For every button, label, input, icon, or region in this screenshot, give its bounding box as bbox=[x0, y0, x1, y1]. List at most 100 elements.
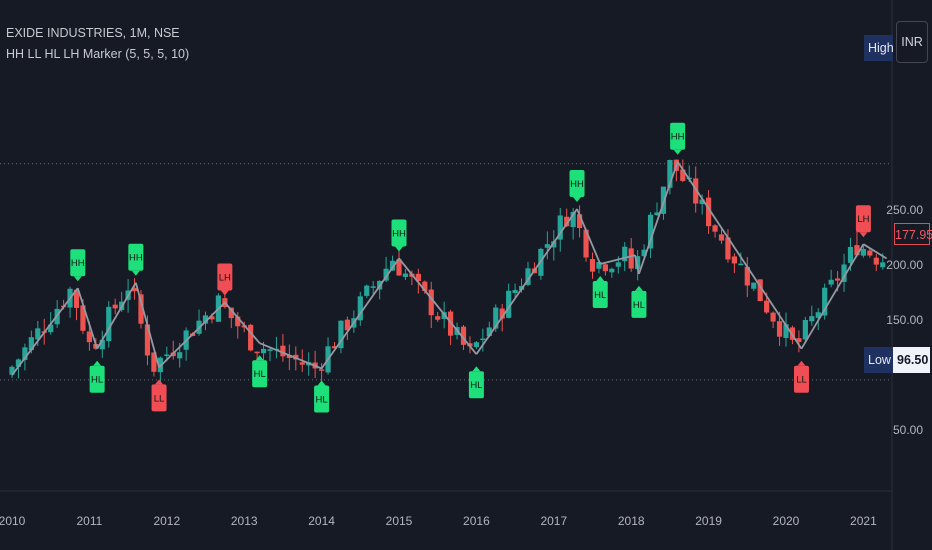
pivot-marker-hl: HL bbox=[252, 355, 268, 388]
candle-body bbox=[499, 308, 505, 319]
marker-box bbox=[793, 365, 809, 393]
marker-box bbox=[217, 263, 233, 291]
marker-pointer bbox=[797, 360, 806, 366]
marker-label: HH bbox=[671, 132, 685, 143]
candle-body bbox=[654, 212, 660, 216]
candle-body bbox=[209, 316, 215, 320]
zigzag-segment bbox=[134, 282, 160, 368]
candle-body bbox=[809, 316, 815, 322]
candle-body bbox=[364, 285, 370, 296]
x-tick-label: 2011 bbox=[76, 514, 102, 528]
zigzag-segment bbox=[800, 243, 865, 350]
marker-pointer bbox=[573, 197, 582, 202]
zigzag-segment bbox=[576, 208, 602, 265]
marker-pointer bbox=[220, 290, 229, 296]
marker-box bbox=[592, 281, 608, 308]
candle-body bbox=[267, 349, 273, 351]
candle-body bbox=[570, 211, 576, 228]
candle-body bbox=[751, 282, 757, 289]
candle-body bbox=[860, 248, 866, 256]
zigzag-segment bbox=[638, 161, 679, 275]
pivot-marker-hl: HL bbox=[592, 276, 608, 308]
candle-body bbox=[622, 246, 628, 262]
pivot-marker-hh: HH bbox=[391, 219, 407, 252]
candle-body bbox=[383, 268, 389, 281]
pivot-marker-hl: HL bbox=[631, 285, 647, 318]
marker-label: HH bbox=[71, 258, 85, 269]
marker-label: LL bbox=[796, 375, 807, 386]
zigzag-segment bbox=[862, 243, 888, 260]
pivot-marker-hh: HH bbox=[670, 122, 686, 155]
candle-body bbox=[144, 324, 151, 356]
candle-body bbox=[319, 369, 325, 371]
pivot-markers: HH HL HH LL LH HL HL HH HL HH HL HL HH LL LH bbox=[70, 122, 871, 413]
candle-body bbox=[841, 264, 847, 282]
candle-body bbox=[415, 273, 421, 282]
candle-body bbox=[828, 279, 834, 285]
zigzag-segment bbox=[600, 254, 636, 265]
marker-box bbox=[631, 290, 647, 318]
candle-body bbox=[822, 287, 828, 316]
candle-body bbox=[286, 354, 292, 359]
marker-box bbox=[855, 205, 871, 233]
marker-pointer bbox=[317, 380, 326, 386]
symbol-title[interactable]: EXIDE INDUSTRIES, 1M, NSE bbox=[6, 26, 180, 40]
candle-body bbox=[486, 327, 492, 337]
candle-body bbox=[602, 264, 608, 272]
candle-body bbox=[9, 366, 15, 375]
candle-body bbox=[796, 338, 802, 343]
y-tick-label: 50.00 bbox=[893, 423, 923, 437]
candle-body bbox=[667, 159, 673, 188]
x-tick-label: 2010 bbox=[0, 514, 26, 528]
y-tick-label: 150.00 bbox=[886, 313, 923, 327]
marker-box bbox=[128, 243, 144, 271]
pivot-marker-hl: HL bbox=[89, 360, 105, 393]
candle-body bbox=[628, 248, 634, 269]
candle-body bbox=[344, 319, 350, 331]
candle-body bbox=[867, 250, 873, 256]
candle-body bbox=[473, 342, 479, 348]
candle-body bbox=[815, 312, 821, 318]
candle-body bbox=[835, 278, 841, 281]
candle-body bbox=[35, 328, 41, 340]
candle-body bbox=[776, 321, 783, 337]
candle-body bbox=[389, 260, 396, 271]
marker-box bbox=[252, 360, 268, 388]
candle-body bbox=[680, 169, 686, 181]
marker-label: LH bbox=[219, 273, 231, 284]
candle-body bbox=[589, 259, 596, 272]
marker-box bbox=[569, 170, 585, 197]
indicator-title[interactable]: HH LL HL LH Marker (5, 5, 5, 10) bbox=[6, 47, 190, 61]
candle-body bbox=[138, 294, 144, 324]
marker-label: LH bbox=[857, 214, 869, 225]
x-tick-label: 2014 bbox=[308, 514, 335, 528]
candle-body bbox=[422, 281, 428, 292]
marker-pointer bbox=[131, 270, 140, 276]
candle-body bbox=[802, 319, 808, 340]
x-tick-label: 2019 bbox=[695, 514, 722, 528]
currency-selector[interactable]: INR bbox=[896, 21, 928, 63]
x-tick-label: 2018 bbox=[618, 514, 645, 528]
x-tick-label: 2020 bbox=[773, 514, 800, 528]
x-tick-label: 2012 bbox=[153, 514, 180, 528]
pivot-marker-hh: HH bbox=[128, 243, 144, 276]
marker-pointer bbox=[155, 379, 164, 385]
zigzag-lines bbox=[11, 161, 888, 376]
marker-label: HH bbox=[392, 229, 406, 240]
marker-pointer bbox=[673, 149, 682, 155]
marker-pointer bbox=[93, 360, 102, 366]
candle-body bbox=[48, 324, 54, 333]
candle-body bbox=[506, 290, 512, 318]
marker-label: HH bbox=[129, 253, 143, 264]
high-tag: High bbox=[864, 35, 894, 61]
pivot-marker-ll: LL bbox=[793, 360, 809, 393]
candle-body bbox=[370, 286, 376, 288]
zigzag-segment bbox=[320, 257, 400, 370]
candle-body bbox=[396, 259, 402, 276]
candle-body bbox=[744, 266, 750, 286]
marker-label: HL bbox=[316, 395, 328, 406]
marker-box bbox=[70, 249, 86, 277]
marker-label: HL bbox=[633, 300, 645, 311]
candle-body bbox=[331, 346, 338, 349]
